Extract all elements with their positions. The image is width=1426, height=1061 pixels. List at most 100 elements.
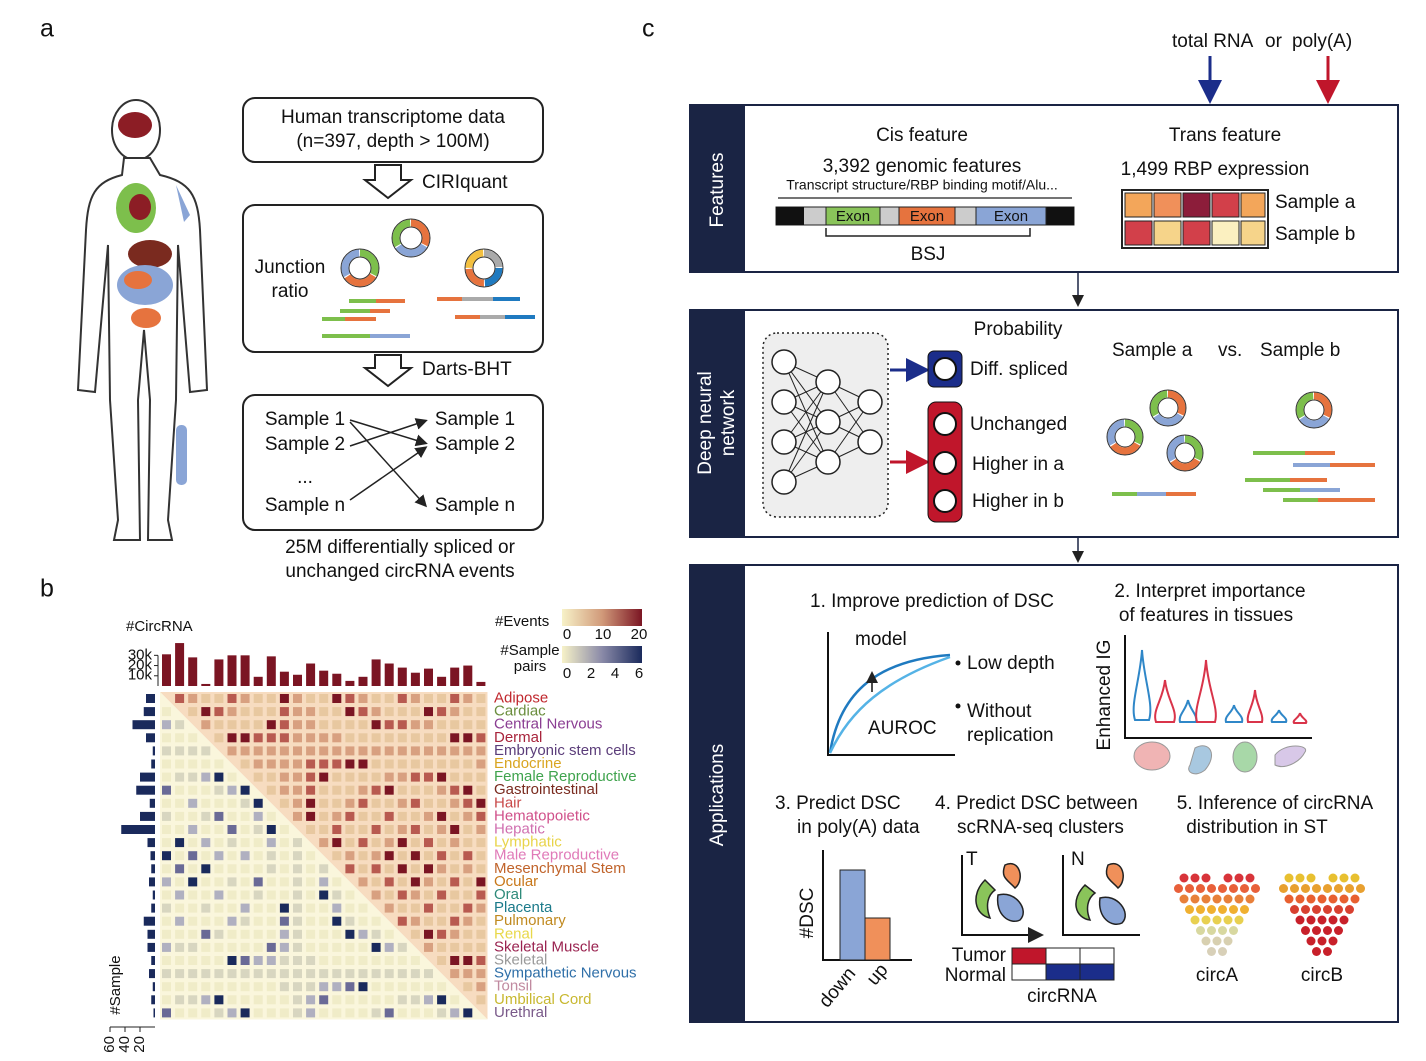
heatmap-cell — [162, 995, 171, 1005]
feature-title: Cis feature — [876, 125, 968, 146]
heatmap-cell — [450, 720, 460, 730]
heatmap-cell — [175, 759, 185, 769]
heatmap-cell — [214, 759, 224, 769]
feature-desc: Transcript structure/RBP binding motif/A… — [786, 177, 1058, 193]
circrna-ring — [1167, 435, 1203, 471]
bar — [136, 785, 155, 795]
heatmap-cell — [345, 798, 355, 808]
heatmap-cell — [397, 877, 407, 887]
heatmap-cell — [162, 825, 171, 834]
spot — [1201, 936, 1211, 946]
bar — [332, 673, 342, 686]
heatmap-cell — [410, 838, 420, 848]
circrna-ring — [341, 249, 379, 287]
heatmap-cell — [345, 1008, 355, 1018]
heatmap-cell — [437, 825, 447, 834]
heatmap-cell — [410, 916, 420, 926]
heatmap-cell — [293, 864, 302, 874]
heatmap-cell — [162, 890, 171, 900]
heatmap-cell — [332, 1008, 342, 1018]
heatmap-cell — [463, 969, 473, 979]
heatmap-cell — [437, 851, 447, 861]
bar — [140, 772, 155, 782]
heatmap-cell — [253, 811, 263, 821]
circrna-ring — [1107, 419, 1143, 455]
spot — [1179, 873, 1189, 883]
heatmap-cell — [175, 785, 185, 795]
section-side — [690, 105, 745, 272]
heatmap-cell — [306, 707, 316, 717]
heatmap-cell — [397, 694, 407, 703]
heatmap-cell — [424, 890, 433, 900]
output-node — [933, 489, 957, 513]
spot — [1174, 884, 1183, 893]
heatmap-cell — [266, 982, 276, 992]
heatmap-cell — [175, 864, 185, 874]
heatmap-cell — [437, 772, 447, 782]
circrna-ring — [392, 219, 430, 257]
heatmap-cell — [214, 798, 224, 808]
app-title: in poly(A) data — [797, 817, 920, 838]
bar — [162, 654, 171, 686]
heatmap-cell — [463, 903, 473, 913]
heatmap-cell — [253, 720, 263, 730]
heatmap-cell — [240, 995, 250, 1005]
heatmap-cell — [253, 798, 263, 808]
heatmap-cell — [463, 694, 473, 703]
spot — [1306, 894, 1316, 904]
heatmap-cell — [253, 995, 263, 1005]
heatmap-cell — [279, 916, 289, 926]
heatmap-cell — [227, 864, 237, 874]
heatmap-cell — [332, 707, 342, 717]
app-label: AUROC — [868, 718, 937, 739]
step-arrow — [362, 164, 414, 200]
spot — [1234, 915, 1244, 925]
heatmap-cell — [306, 694, 316, 703]
output-label: Unchanged — [970, 414, 1067, 435]
heatmap-cell — [410, 772, 420, 782]
heatmap-cell — [319, 890, 329, 900]
node — [771, 429, 797, 455]
heatmap-cell — [175, 1008, 185, 1018]
spot — [1306, 873, 1316, 883]
heatmap-cell — [410, 785, 420, 795]
heatmap-cell — [266, 890, 276, 900]
heatmap-cell — [319, 838, 329, 848]
heatmap-cell — [293, 707, 302, 717]
axis-title: #DSC — [797, 888, 818, 939]
heatmap-cell — [214, 720, 224, 730]
heatmap-cell — [227, 772, 237, 782]
caption: unchanged circRNA events — [285, 561, 514, 582]
heatmap-cell — [162, 798, 171, 808]
heatmap-cell — [397, 942, 407, 952]
heatmap-cell — [384, 772, 394, 782]
spot — [1284, 873, 1294, 883]
heatmap-cell — [319, 916, 329, 926]
tissue-label: Dermal — [494, 729, 542, 746]
heatmap-cell — [175, 746, 185, 756]
tissue-label: Pulmonary — [494, 912, 566, 929]
heatmap-cell — [476, 785, 486, 795]
heatmap-cell — [266, 942, 276, 952]
heatmap-cell — [410, 825, 420, 834]
heatmap-cell — [358, 785, 368, 795]
heatmap-cell — [214, 811, 224, 821]
heatmap-cell — [266, 720, 276, 730]
heatmap-cell — [371, 982, 381, 992]
tissue-label: Sympathetic Nervous — [494, 965, 637, 982]
heatmap-cell — [240, 798, 250, 808]
heatmap-cell — [188, 707, 198, 717]
app-title: 4. Predict DSC between — [935, 793, 1138, 814]
heatmap-cell — [332, 733, 342, 743]
tissue-label: Umbilical Cord — [494, 991, 592, 1008]
read-bars — [1112, 451, 1375, 502]
heatmap-cell — [371, 707, 381, 717]
heatmap-cell — [319, 1008, 329, 1018]
heatmap-cell — [227, 877, 237, 887]
bar — [306, 663, 316, 686]
spot — [1312, 884, 1321, 893]
heatmap-cell — [188, 956, 198, 965]
heatmap-cell — [437, 877, 447, 887]
heatmap-cell — [227, 811, 237, 821]
heatmap-cell — [345, 838, 355, 848]
